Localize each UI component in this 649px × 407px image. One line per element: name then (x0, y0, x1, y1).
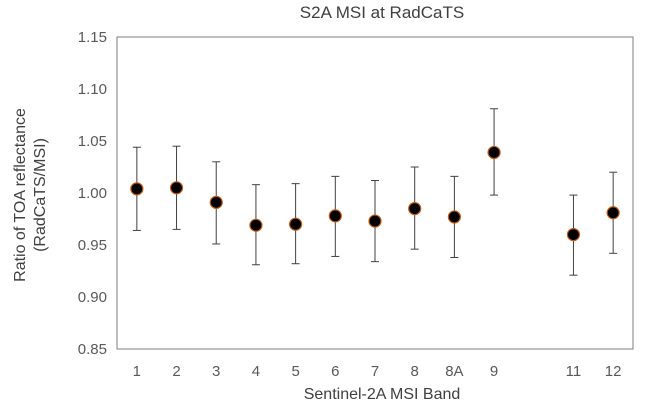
data-point (328, 209, 342, 223)
data-point (606, 206, 620, 220)
chart-title: S2A MSI at RadCaTS (300, 3, 464, 22)
y-axis-title-line-2: (RadCaTS/MSI) (32, 138, 49, 252)
x-tick-label: 9 (490, 363, 498, 380)
x-tick-labels: 1 2 3 4 5 6 7 8 8A 9 11 12 (133, 363, 622, 380)
data-point (447, 210, 461, 224)
data-point (130, 182, 144, 196)
x-tick-label: 4 (252, 363, 260, 380)
plot-frame (116, 36, 634, 350)
y-tick-label: 0.90 (78, 289, 107, 306)
y-tick-label: 1.05 (78, 133, 107, 150)
data-point (169, 181, 184, 195)
x-tick-label: 1 (133, 363, 141, 380)
y-tick-label: 0.85 (78, 341, 107, 358)
x-tick-label: 6 (331, 363, 339, 380)
data-point (289, 217, 303, 231)
y-tick-label: 1.00 (78, 185, 107, 202)
x-tick-label: 12 (605, 363, 622, 380)
y-tick-label: 1.15 (78, 29, 107, 46)
x-tick-label: 7 (371, 363, 379, 380)
data-point (209, 195, 223, 209)
data-point (487, 145, 501, 160)
data-markers (130, 145, 620, 242)
x-tick-label: 8A (445, 363, 463, 380)
x-tick-label: 11 (566, 363, 582, 380)
error-bars (132, 108, 618, 276)
x-tick-label: 2 (172, 363, 180, 380)
data-point (249, 218, 263, 232)
y-axis-title: Ratio of TOA reflectance (RadCaTS/MSI) (12, 108, 49, 282)
y-axis-title-line-1: Ratio of TOA reflectance (12, 108, 29, 282)
x-tick-label: 5 (291, 363, 299, 380)
data-point (566, 228, 581, 242)
y-tick-label: 0.95 (78, 237, 107, 254)
plot-area (116, 36, 634, 350)
data-point (408, 202, 422, 216)
y-tick-label: 1.10 (78, 81, 107, 98)
data-point (368, 214, 382, 228)
x-tick-label: 3 (212, 363, 220, 380)
y-tick-labels: 0.85 0.90 0.95 1.00 1.05 1.10 1.15 (78, 29, 107, 358)
x-tick-label: 8 (411, 363, 419, 380)
x-axis-title: Sentinel-2A MSI Band (304, 386, 461, 403)
